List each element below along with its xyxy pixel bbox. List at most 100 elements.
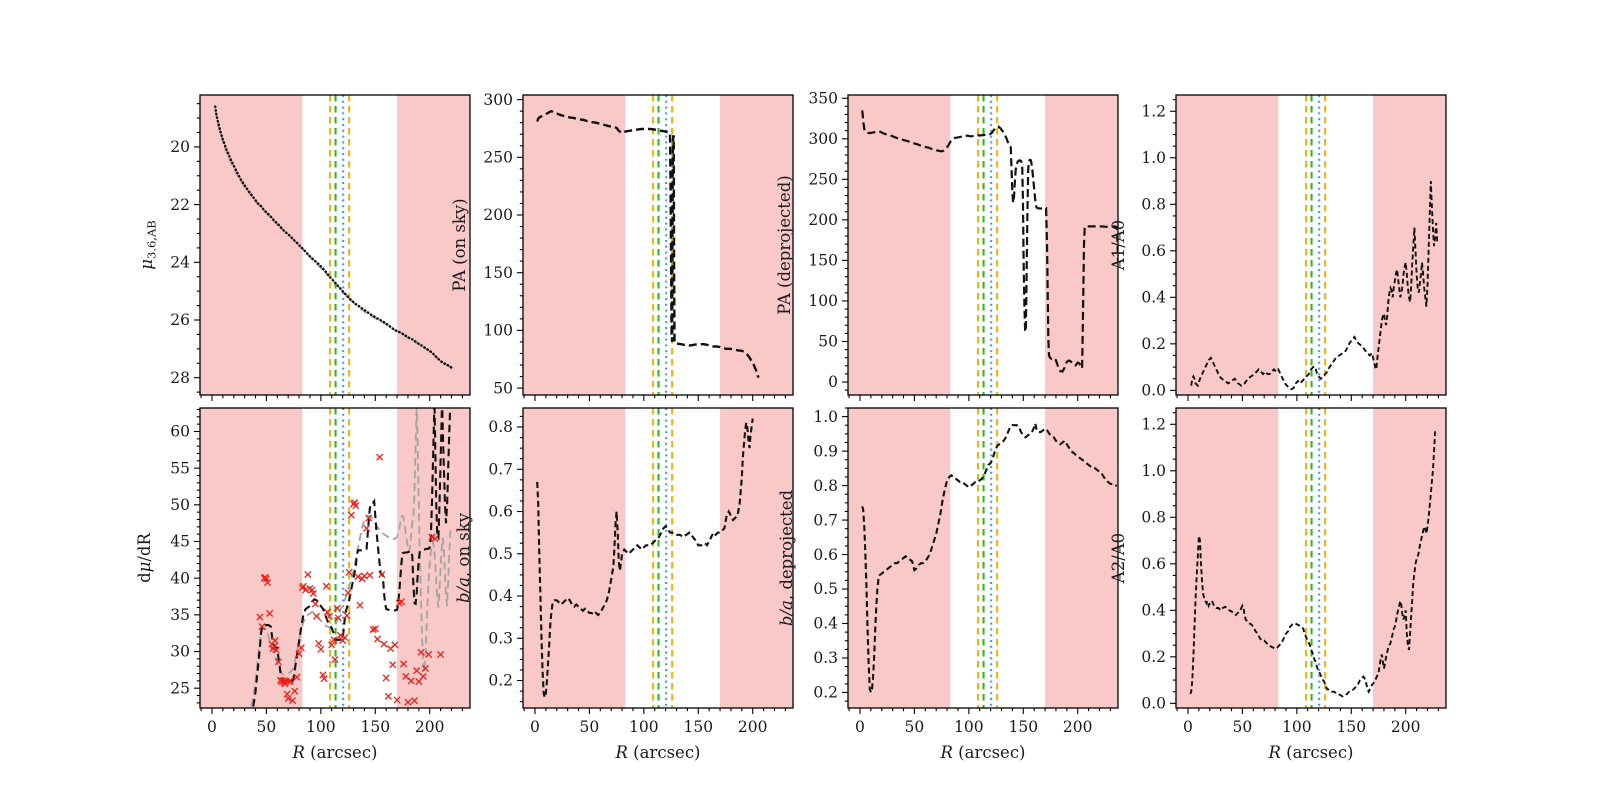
shaded-region (1176, 408, 1279, 708)
y-tick-label: 0.2 (488, 672, 513, 690)
y-axis-label: A2/A0 (1109, 533, 1128, 584)
x-tick-label: 50 (1233, 718, 1253, 736)
y-tick-label: 300 (483, 91, 513, 109)
x-axis-label: R (arcsec) (1268, 743, 1354, 762)
axis-ticks (1170, 99, 1439, 401)
panel-pa-on-sky: 50 100 150 200 250 300 PA (on sky) (450, 91, 794, 401)
x-tick-label: 100 (1282, 718, 1312, 736)
y-tick-label: 1.2 (1141, 102, 1166, 120)
shaded-region (397, 95, 470, 395)
y-axis-label: A1/A0 (1109, 220, 1128, 271)
y-tick-label: 1.2 (1141, 415, 1166, 433)
axes-frame (847, 94, 1119, 396)
y-tick-label: 0.2 (1141, 335, 1166, 353)
shaded-region (523, 95, 626, 395)
y-tick-label: 22 (170, 196, 190, 214)
y-tick-label: 150 (483, 264, 513, 282)
x-tick-label: 100 (954, 718, 984, 736)
axes-frame (847, 407, 1119, 709)
shaded-region (1045, 95, 1118, 395)
y-tick-label: 1.0 (1141, 149, 1166, 167)
y-axis-label: μ3.6,AB (137, 220, 159, 269)
x-tick-label: 0 (1183, 718, 1193, 736)
y-tick-label: 28 (170, 369, 190, 387)
x-tick-label: 200 (415, 718, 445, 736)
x-tick-label: 50 (580, 718, 600, 736)
y-tick-label: 0.5 (488, 545, 513, 563)
x-tick-label: 0 (530, 718, 540, 736)
y-tick-label: 30 (170, 643, 190, 661)
x-tick-label: 150 (360, 718, 390, 736)
shaded-region (200, 408, 303, 708)
shaded-region (848, 95, 951, 395)
y-tick-label: 0.8 (1141, 196, 1166, 214)
y-tick-label: 350 (808, 89, 838, 107)
dmu-dr-black-dashed (252, 408, 452, 707)
y-tick-label: 0.0 (1141, 695, 1166, 713)
y-tick-label: 0.4 (813, 615, 838, 633)
axis-ticks (194, 103, 463, 401)
panel-a2-a0: 0.0 0.2 0.4 0.6 0.8 1.0 1.2 0 50 100 150 200 R (arcs… (1109, 407, 1447, 762)
x-tick-label: 150 (683, 718, 713, 736)
y-axis-label: b/a, on sky (454, 512, 473, 603)
axes-frame (1175, 407, 1447, 709)
x-tick-label: 0 (207, 718, 217, 736)
shaded-region (200, 95, 303, 395)
panel-a1-a0: 0.0 0.2 0.4 0.6 0.8 1.0 1.2 A1/A0 (1109, 94, 1447, 401)
x-tick-label: 50 (257, 718, 277, 736)
y-tick-label: 0.0 (1141, 382, 1166, 400)
y-tick-label: 20 (170, 138, 190, 156)
x-tick-label: 0 (855, 718, 865, 736)
x-axis-label: R (arcsec) (615, 743, 701, 762)
shaded-region (720, 408, 793, 708)
y-tick-label: 200 (808, 211, 838, 229)
panel-ba-on-sky: 0.2 0.3 0.4 0.5 0.6 0.7 0.8 0 50 100 150 200 R (arcs… (454, 407, 794, 762)
y-tick-label: 50 (493, 379, 513, 397)
y-tick-label: 0.6 (813, 546, 838, 564)
y-tick-label: 24 (170, 254, 190, 272)
y-axis-label: PA (deprojected) (775, 175, 794, 314)
axis-ticks (517, 415, 786, 714)
pa-deproj-line (861, 110, 1118, 373)
y-tick-label: 0.7 (813, 511, 838, 529)
x-tick-label: 200 (1391, 718, 1421, 736)
axis-ticks (842, 407, 1111, 714)
ba-sky-line (536, 418, 754, 702)
y-tick-label: 0.3 (488, 629, 513, 647)
y-tick-label: 0.6 (488, 503, 513, 521)
axes-frame (522, 407, 794, 709)
y-tick-label: 0 (828, 373, 838, 391)
y-tick-label: 55 (170, 459, 190, 477)
y-tick-label: 0.3 (813, 649, 838, 667)
panel-ba-deprojected: 0.2 0.3 0.4 0.5 0.6 0.7 0.8 0.9 1.0 0 50 100 150 200 R… (777, 407, 1119, 762)
x-tick-label: 100 (629, 718, 659, 736)
y-tick-label: 250 (808, 171, 838, 189)
y-axis-label: b/a, deprojected (777, 489, 796, 626)
axes-frame (1175, 94, 1447, 396)
y-tick-label: 40 (170, 569, 190, 587)
y-tick-label: 1.0 (813, 408, 838, 426)
axis-ticks (1170, 412, 1439, 714)
y-axis-label: PA (on sky) (450, 198, 469, 291)
y-tick-label: 0.9 (813, 442, 838, 460)
axes-frame (522, 94, 794, 396)
axis-ticks (194, 408, 463, 714)
y-tick-label: 0.2 (813, 684, 838, 702)
axes-frame (199, 94, 471, 396)
panel-mu-profile: 20 22 24 26 28 μ3.6,AB (137, 94, 471, 401)
axis-ticks (842, 97, 1111, 401)
axes-frame (199, 407, 471, 709)
y-tick-label: 45 (170, 533, 190, 551)
y-tick-label: 200 (483, 206, 513, 224)
x-tick-label: 200 (1063, 718, 1093, 736)
y-tick-label: 0.8 (488, 418, 513, 436)
y-tick-label: 0.4 (488, 587, 513, 605)
axis-ticks (517, 99, 786, 401)
y-tick-label: 26 (170, 311, 190, 329)
y-tick-label: 100 (808, 292, 838, 310)
x-tick-label: 50 (905, 718, 925, 736)
y-tick-label: 0.5 (813, 580, 838, 598)
pa-sky-line (536, 109, 760, 379)
y-tick-label: 0.2 (1141, 648, 1166, 666)
